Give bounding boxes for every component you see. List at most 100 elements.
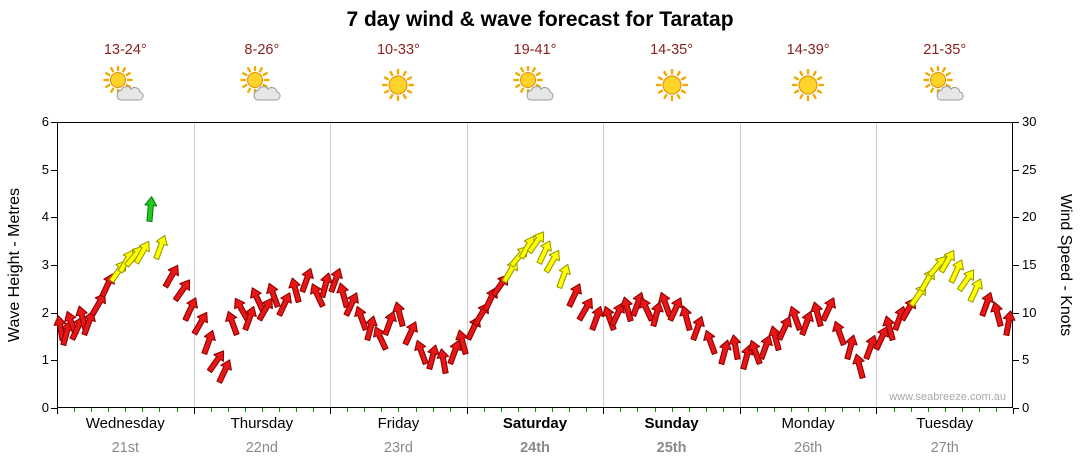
wind-arrow <box>870 323 893 352</box>
wind-arrow <box>213 356 236 385</box>
x-axis-minor-tick <box>569 408 571 412</box>
x-axis-minor-tick <box>244 408 246 412</box>
weather-icon-sun-cloud <box>239 65 285 106</box>
wind-arrow <box>540 247 564 276</box>
y-tick-label-left: 4 <box>41 209 49 225</box>
y-tick-label-right: 25 <box>1022 161 1037 177</box>
wind-arrow <box>988 299 1007 327</box>
wind-arrow <box>198 328 219 357</box>
y-tick-label-right: 10 <box>1022 304 1037 320</box>
day-name: Monday <box>781 415 835 432</box>
x-axis-minor-tick <box>415 408 417 412</box>
wind-arrow <box>533 237 556 266</box>
wind-arrow <box>715 338 734 366</box>
wind-arrow <box>700 328 721 357</box>
grid-line <box>876 123 878 407</box>
y-axis-tick <box>1013 360 1019 362</box>
wind-arrow <box>553 261 574 290</box>
wind-arrow <box>188 309 212 338</box>
weather-icon-sun <box>649 66 695 106</box>
y-tick-label-right: 0 <box>1022 400 1030 415</box>
wind-arrow <box>953 266 979 295</box>
wind-arrow <box>573 294 597 323</box>
x-axis-minor-tick <box>927 408 929 412</box>
x-axis-minor-tick <box>210 408 212 412</box>
y-axis-tick <box>51 122 57 123</box>
y-axis-tick <box>51 408 57 409</box>
wind-arrow <box>664 294 687 323</box>
wind-arrow <box>976 290 997 319</box>
day-date: 23rd <box>383 440 413 456</box>
y-axis-tick <box>1013 408 1019 409</box>
x-axis-minor-tick <box>671 408 673 412</box>
wind-arrow <box>143 195 158 222</box>
y-tick-label-left: 1 <box>41 352 49 368</box>
x-axis-tick <box>193 408 195 414</box>
wind-arrow <box>351 304 372 333</box>
wind-arrow <box>945 256 968 285</box>
wind-arrow <box>390 299 409 327</box>
y-tick-label-left: 3 <box>41 257 49 272</box>
x-axis-minor-tick <box>944 408 946 412</box>
wind-arrow <box>935 247 959 276</box>
day-temp: 10-33° <box>376 42 420 58</box>
x-axis-minor-tick <box>756 408 758 412</box>
wind-arrow <box>399 318 422 347</box>
weather-icon-sun-cloud <box>922 65 968 106</box>
day-name: Wednesday <box>85 415 165 432</box>
x-axis-minor-tick <box>705 408 707 412</box>
x-axis-minor-tick <box>159 408 161 412</box>
x-axis-tick <box>466 408 468 414</box>
wind-arrow <box>677 304 696 332</box>
x-axis-tick <box>330 408 332 414</box>
wind-arrow <box>443 337 464 366</box>
wind-arrow <box>523 228 549 257</box>
x-axis-minor-tick <box>517 408 519 412</box>
wind-arrow <box>737 342 756 370</box>
wind-arrow <box>618 295 637 323</box>
wind-arrow <box>434 347 451 375</box>
y-axis-tick <box>51 217 57 219</box>
wind-arrow <box>796 309 817 338</box>
day-name: Saturday <box>502 415 568 432</box>
x-axis-minor-tick <box>91 408 93 412</box>
wind-arrow <box>687 314 708 343</box>
x-axis-minor-tick <box>313 408 315 412</box>
wind-arrow <box>263 280 284 309</box>
wind-arrow <box>755 333 776 362</box>
wind-arrow <box>273 290 296 319</box>
wind-arrow <box>286 276 305 304</box>
x-axis-minor-tick <box>500 408 502 412</box>
day-date: 24th <box>520 440 550 456</box>
x-axis-minor-tick <box>552 408 554 412</box>
wind-arrow <box>423 342 442 370</box>
wind-arrow <box>169 275 195 304</box>
weather-icon-sun-cloud <box>102 65 148 106</box>
x-axis-tick <box>57 408 58 414</box>
wind-arrow <box>131 237 155 266</box>
x-axis-minor-tick <box>227 408 229 412</box>
day-date: 21st <box>111 440 139 456</box>
grid-line <box>193 123 195 407</box>
day-temp: 13-24° <box>103 42 147 58</box>
x-axis-minor-tick <box>381 408 383 412</box>
page-title: 7 day wind & wave forecast for Taratap <box>346 8 734 31</box>
day-name: Tuesday <box>916 415 974 432</box>
grid-line <box>466 123 468 407</box>
wind-arrow <box>340 290 363 319</box>
x-axis-minor-tick <box>842 408 844 412</box>
x-axis-minor-tick <box>808 408 810 412</box>
x-axis-minor-tick <box>722 408 724 412</box>
x-axis-minor-tick <box>125 408 127 412</box>
wind-arrow <box>296 266 317 295</box>
x-axis-tick <box>876 408 878 414</box>
y-axis-tick <box>1013 312 1019 314</box>
wind-arrow <box>253 294 277 323</box>
x-axis-minor-tick <box>364 408 366 412</box>
wind-arrow <box>159 261 183 290</box>
x-axis-minor-tick <box>620 408 622 412</box>
x-axis-minor-tick <box>74 408 76 412</box>
x-axis-minor-tick <box>347 408 349 412</box>
wind-arrow <box>829 318 850 347</box>
